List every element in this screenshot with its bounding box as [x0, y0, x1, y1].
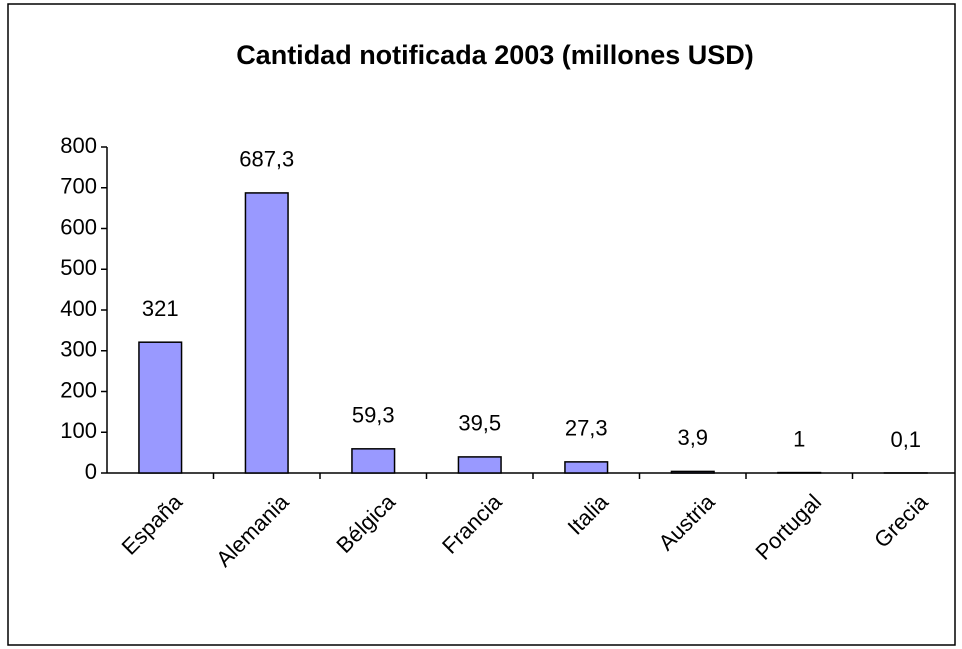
- value-label: 59,3: [352, 403, 395, 428]
- value-label: 321: [142, 296, 179, 321]
- y-tick-label: 700: [60, 174, 97, 199]
- y-tick-label: 100: [60, 418, 97, 443]
- bar: [457, 456, 502, 474]
- y-tick-label: 400: [60, 296, 97, 321]
- value-label: 0,1: [890, 427, 921, 452]
- y-tick-label: 800: [60, 133, 97, 158]
- value-label: 3,9: [677, 425, 708, 450]
- chart-frame: [7, 3, 956, 646]
- chart-title: Cantidad notificada 2003 (millones USD): [236, 40, 754, 70]
- bar: [564, 461, 609, 474]
- bar: [138, 341, 183, 474]
- y-tick-label: 600: [60, 214, 97, 239]
- y-tick-label: 300: [60, 337, 97, 362]
- y-tick-label: 200: [60, 377, 97, 402]
- value-label: 1: [793, 426, 805, 451]
- bar: [244, 192, 289, 474]
- value-label: 39,5: [458, 411, 501, 436]
- bar: [351, 448, 396, 474]
- y-tick-label: 500: [60, 255, 97, 280]
- y-tick-label: 0: [85, 459, 97, 484]
- value-label: 687,3: [239, 147, 294, 172]
- value-label: 27,3: [565, 416, 608, 441]
- bar: [670, 470, 715, 474]
